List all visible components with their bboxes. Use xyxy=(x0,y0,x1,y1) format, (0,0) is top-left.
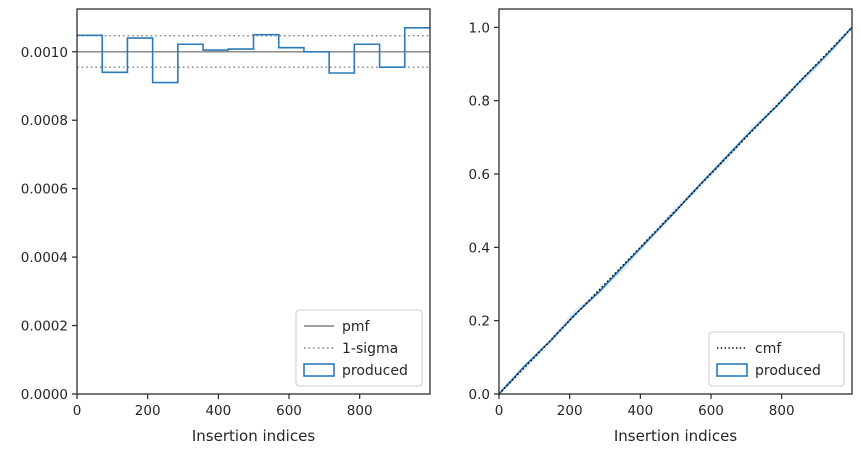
y-tick-label: 0.2 xyxy=(469,314,490,330)
y-tick-label: 0.0010 xyxy=(21,45,68,61)
legend-produced-swatch xyxy=(716,363,748,377)
x-tick-label: 800 xyxy=(769,403,795,419)
y-tick-label: 1.0 xyxy=(469,20,490,36)
legend-label: pmf xyxy=(342,319,371,335)
x-tick-label: 200 xyxy=(135,403,161,419)
legend-label: produced xyxy=(342,363,408,379)
plot-frame xyxy=(498,8,853,395)
pmf-histogram-plot: 0 200 400 600 800 0.0000 0.0002 0.0004 0.0006 0.0… xyxy=(21,8,431,445)
legend: cmf produced xyxy=(708,331,845,387)
x-tick-label: 0 xyxy=(73,403,82,419)
legend: pmf 1-sigma produced xyxy=(295,309,423,387)
y-tick-label: 0.0006 xyxy=(21,182,68,198)
y-tick-label: 0.6 xyxy=(469,167,490,183)
x-axis-label: Insertion indices xyxy=(192,427,315,445)
legend-label: produced xyxy=(755,363,821,379)
x-tick-label: 200 xyxy=(557,403,583,419)
x-tick-label: 400 xyxy=(205,403,231,419)
y-tick-label: 0.0004 xyxy=(21,250,68,266)
x-tick-label: 0 xyxy=(495,403,504,419)
cmf-line-plot: 0 200 400 600 800 0.0 0.2 0.4 0.6 0.8 1.0 Insertion… xyxy=(469,8,853,445)
legend-label: cmf xyxy=(755,341,782,357)
cmf-line xyxy=(498,26,853,395)
y-tick-label: 0.0 xyxy=(469,387,490,403)
legend-label: 1-sigma xyxy=(342,341,398,357)
y-tick-label: 0.0002 xyxy=(21,319,68,335)
legend-box xyxy=(295,309,423,387)
x-tick-label: 600 xyxy=(698,403,724,419)
legend-produced-swatch xyxy=(303,363,335,377)
plot-frame xyxy=(76,8,431,395)
produced-step-series xyxy=(77,27,430,84)
x-axis-label: Insertion indices xyxy=(614,427,737,445)
y-tick-label: 0.8 xyxy=(469,94,490,110)
x-tick-label: 400 xyxy=(627,403,653,419)
produced-spread-line xyxy=(498,27,853,395)
x-tick-label: 800 xyxy=(347,403,373,419)
x-tick-label: 600 xyxy=(276,403,302,419)
y-tick-label: 0.0000 xyxy=(21,387,68,403)
y-tick-label: 0.0008 xyxy=(21,113,68,129)
legend-box xyxy=(708,331,845,387)
y-tick-label: 0.4 xyxy=(469,240,490,256)
